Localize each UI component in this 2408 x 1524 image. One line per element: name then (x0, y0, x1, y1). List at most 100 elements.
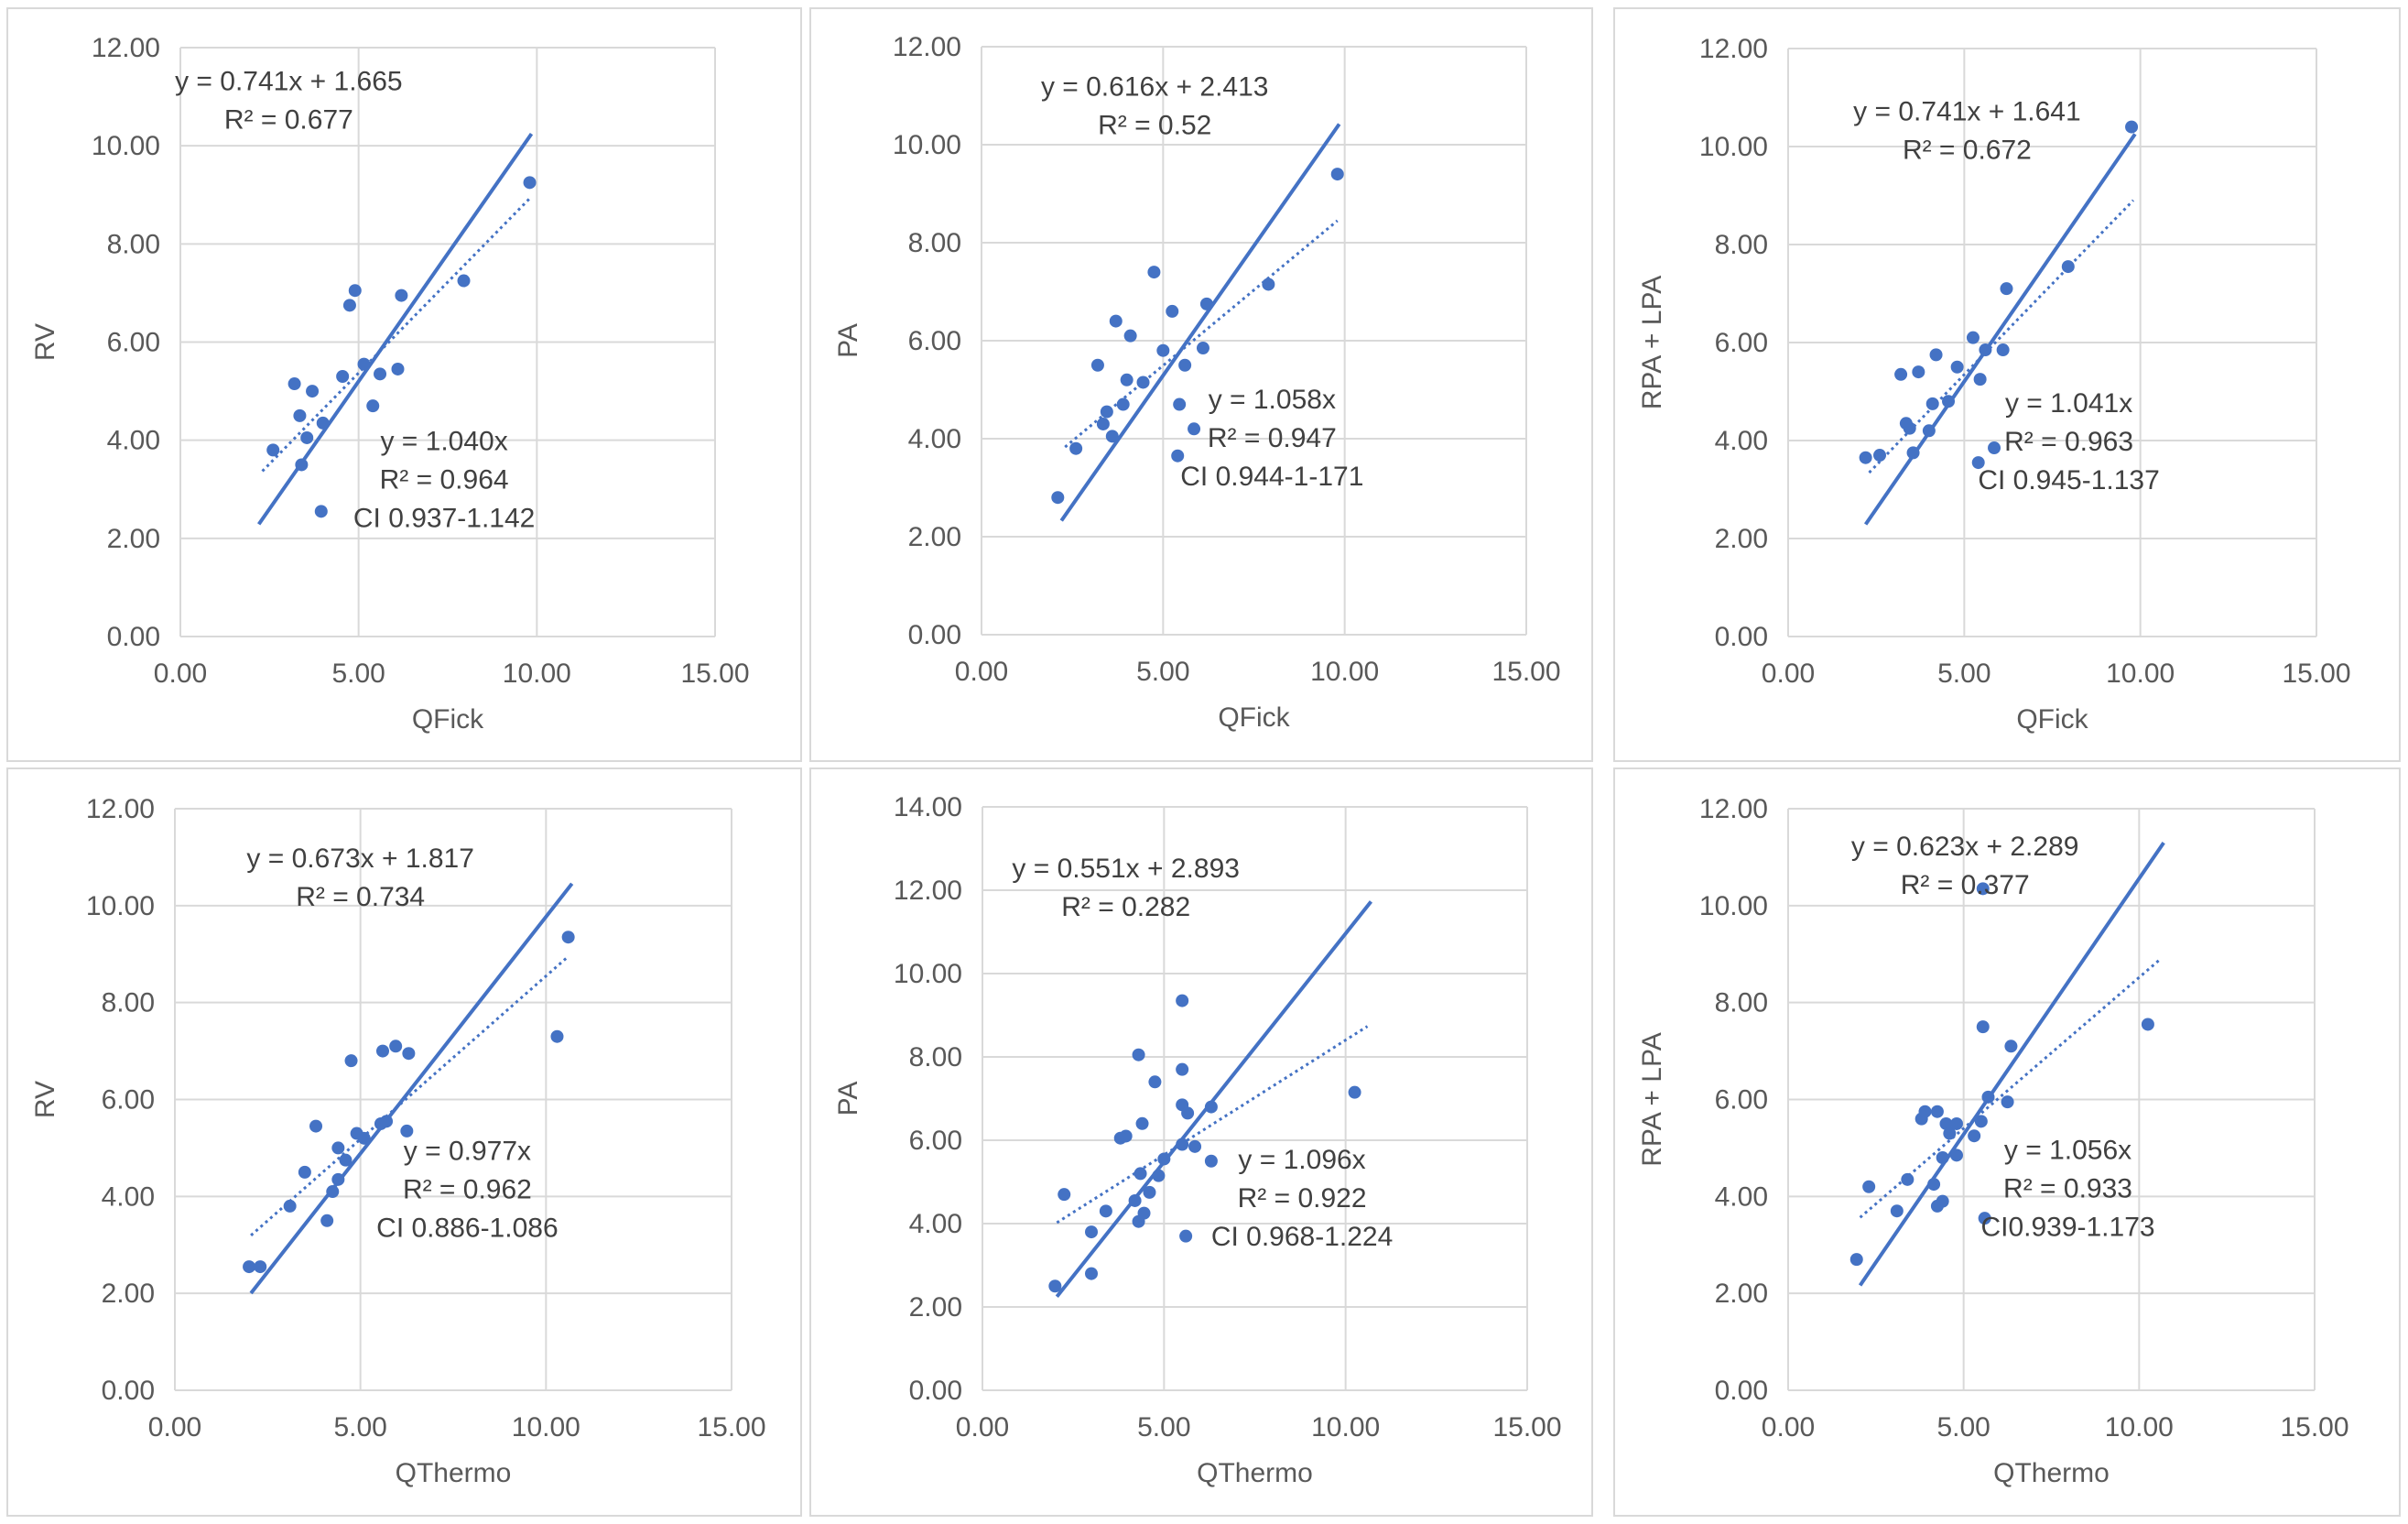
y-tick-label: 4.00 (909, 1209, 962, 1239)
data-point (298, 1165, 311, 1179)
data-point (1204, 1154, 1218, 1168)
data-point (1950, 1116, 1963, 1130)
data-point (331, 1141, 345, 1155)
regression-annotation: R² = 0.963 (2004, 427, 2133, 457)
x-tick-label: 5.00 (331, 659, 385, 689)
regression-annotation: y = 0.741x + 1.641 (1853, 97, 2081, 127)
y-tick-label: 6.00 (1715, 1085, 1768, 1116)
scatter-chart-rv-qthermo: 0.00 2.00 4.00 6.00 8.00 10.00 12.00 0.00 5.00 10… (30, 794, 766, 1488)
y-tick-label: 12.00 (893, 32, 961, 62)
data-point (1132, 1048, 1145, 1061)
y-tick-label: 10.00 (92, 131, 160, 161)
data-point (1119, 1129, 1133, 1143)
y-tick-label: 4.00 (1715, 1181, 1768, 1212)
data-point (1976, 882, 1990, 896)
data-point (1939, 1116, 1953, 1130)
y-tick-label: 6.00 (1715, 328, 1768, 358)
data-point (339, 1153, 353, 1167)
scatter-chart-rpalpa-qthermo: 0.00 2.00 4.00 6.00 8.00 10.00 12.00 0.00 5.00 10… (1637, 794, 2349, 1488)
regression-annotation: y = 0.673x + 1.817 (246, 844, 474, 874)
data-point (348, 284, 362, 298)
y-tick-label: 0.00 (1715, 1376, 1768, 1406)
data-point (1196, 342, 1209, 355)
y-tick-label: 6.00 (908, 326, 961, 356)
x-tick-label: 0.00 (148, 1412, 201, 1442)
regression-annotation: CI 0.944-1-171 (1180, 462, 1363, 492)
y-tick-label: 8.00 (102, 988, 155, 1018)
origin-fit-line (1858, 841, 2165, 1287)
y-tick-label: 2.00 (1715, 524, 1768, 554)
regression-annotation: R² = 0.947 (1208, 423, 1337, 453)
y-tick-label: 6.00 (909, 1126, 962, 1156)
data-point (391, 362, 405, 376)
data-point (1176, 1138, 1189, 1151)
y-axis-title: RPA + LPA (1637, 1032, 1667, 1166)
data-point (1927, 1178, 1941, 1192)
data-point (1906, 446, 1920, 460)
data-point (1943, 1127, 1957, 1140)
data-point (1058, 1188, 1071, 1202)
data-point (1120, 373, 1133, 386)
regression-annotation: y = 1.096x (1238, 1145, 1365, 1175)
data-point (1936, 1151, 1949, 1164)
data-point (1925, 397, 1939, 410)
regression-annotation: CI 0.886-1.086 (376, 1214, 558, 1244)
data-point (1996, 343, 2010, 357)
y-tick-label: 10.00 (894, 959, 962, 989)
data-point (357, 1131, 371, 1145)
data-point (344, 1054, 358, 1068)
regression-annotation: y = 0.977x (404, 1137, 531, 1167)
data-point (1859, 451, 1872, 464)
x-tick-label: 15.00 (2282, 659, 2350, 689)
data-point (550, 1029, 564, 1043)
chart-panel-rv-qfick: 0.00 2.00 4.00 6.00 8.00 10.00 12.00 0.00 5.00 10… (6, 7, 802, 762)
data-point (331, 1172, 345, 1186)
data-point (1894, 367, 1908, 381)
regression-annotation: y = 1.041x (2005, 388, 2132, 419)
data-point (2141, 1018, 2154, 1031)
data-point (400, 1124, 414, 1138)
data-point (395, 288, 408, 302)
data-point (326, 1185, 340, 1199)
scatter-chart-rv-qfick: 0.00 2.00 4.00 6.00 8.00 10.00 12.00 0.00 5.00 10… (30, 33, 750, 735)
regression-annotation: R² = 0.282 (1061, 892, 1190, 922)
regression-annotation: CI 0.968-1.224 (1211, 1222, 1393, 1252)
data-point (1330, 168, 1344, 181)
chart-panel-rpalpa-qfick: 0.00 2.00 4.00 6.00 8.00 10.00 12.00 0.00 5.00 10… (1613, 7, 2401, 762)
y-axis-title: PA (833, 1082, 863, 1116)
origin-fit-line (249, 882, 574, 1295)
data-point (1890, 1204, 1904, 1218)
data-point (1069, 441, 1083, 455)
data-point (1979, 343, 1992, 357)
data-point (1966, 331, 1980, 344)
data-point (1085, 1267, 1098, 1280)
regression-annotation: y = 0.551x + 2.893 (1012, 854, 1240, 884)
y-tick-label: 12.00 (92, 33, 160, 63)
data-point (402, 1047, 416, 1061)
y-tick-label: 12.00 (1699, 794, 1768, 824)
x-tick-label: 15.00 (697, 1412, 765, 1442)
x-axis-title: QFick (2016, 704, 2088, 735)
data-point (320, 1214, 334, 1227)
x-tick-label: 15.00 (1491, 657, 1560, 687)
y-tick-label: 4.00 (908, 424, 961, 454)
x-tick-label: 5.00 (1937, 659, 1990, 689)
data-point (306, 385, 320, 398)
data-point (1873, 449, 1887, 463)
x-tick-label: 5.00 (333, 1412, 386, 1442)
y-tick-label: 2.00 (102, 1279, 155, 1309)
data-point (1922, 424, 1936, 438)
x-tick-label: 0.00 (1762, 1412, 1815, 1442)
y-tick-label: 8.00 (107, 229, 160, 259)
regression-annotation: y = 0.741x + 1.665 (175, 67, 403, 97)
data-point (1204, 1100, 1218, 1114)
y-tick-label: 10.00 (893, 130, 961, 160)
data-point (1171, 449, 1185, 463)
data-point (1090, 358, 1104, 372)
origin-fit-line (1055, 900, 1372, 1299)
data-point (1085, 1225, 1098, 1239)
data-point (1105, 430, 1119, 443)
data-point (1178, 358, 1192, 372)
x-tick-label: 0.00 (1762, 659, 1815, 689)
y-tick-label: 12.00 (1699, 34, 1768, 64)
